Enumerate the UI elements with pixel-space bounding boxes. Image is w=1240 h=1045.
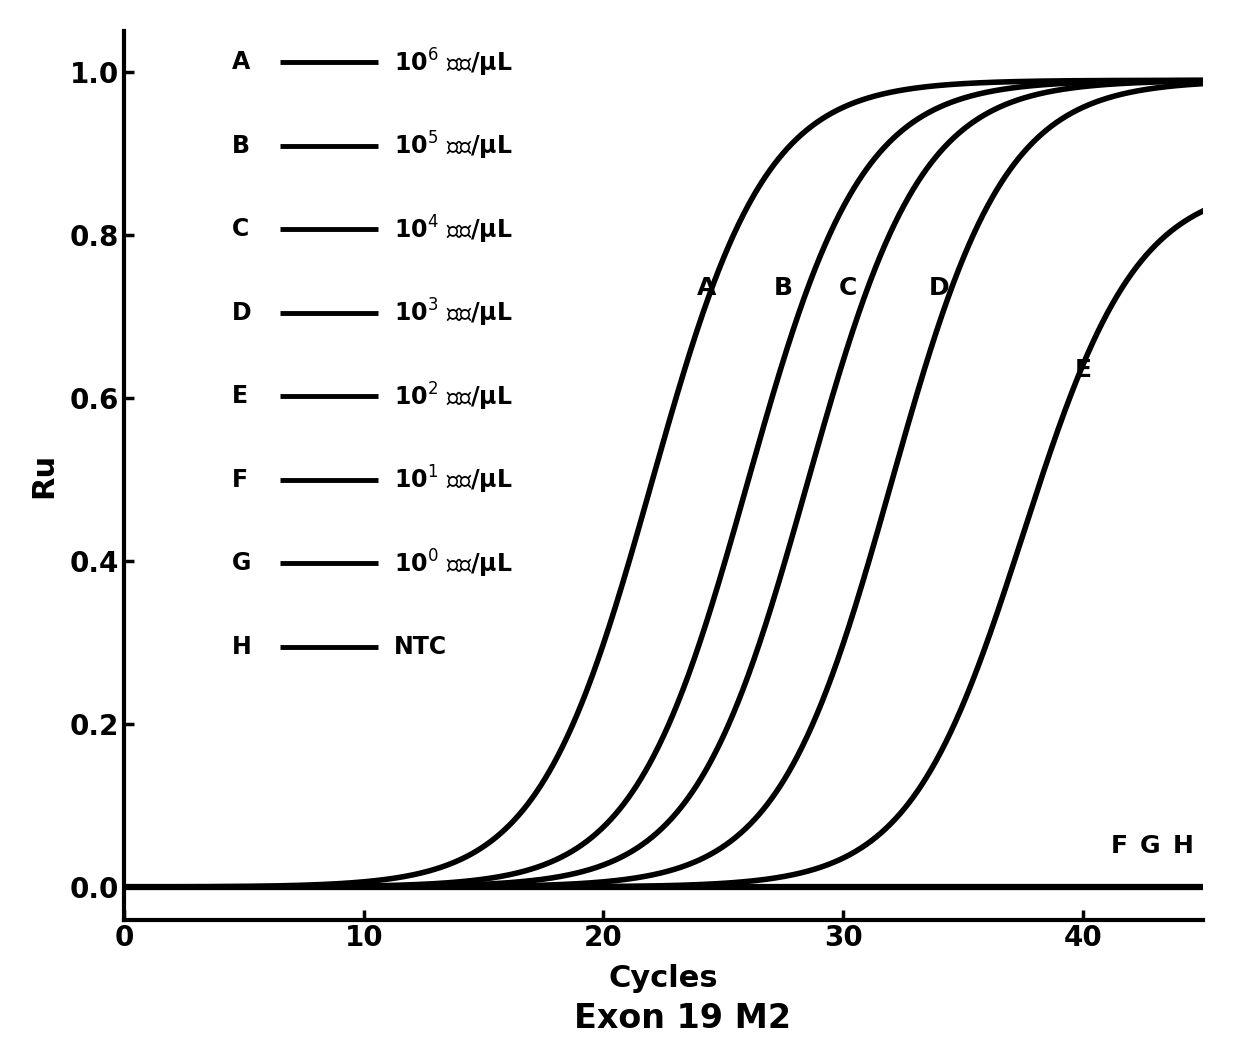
- Text: F: F: [1110, 834, 1127, 858]
- Text: Exon 19 M2: Exon 19 M2: [573, 1001, 791, 1035]
- Text: F: F: [232, 468, 248, 492]
- Text: G: G: [232, 552, 252, 576]
- Text: 10$^{2}$ 拷贝/μL: 10$^{2}$ 拷贝/μL: [394, 380, 512, 413]
- Text: C: C: [838, 276, 857, 300]
- Text: 10$^{6}$ 拷贝/μL: 10$^{6}$ 拷贝/μL: [394, 46, 512, 78]
- Text: D: D: [929, 276, 950, 300]
- Text: H: H: [1173, 834, 1194, 858]
- Text: 10$^{3}$ 拷贝/μL: 10$^{3}$ 拷贝/μL: [394, 297, 512, 329]
- Text: B: B: [232, 134, 250, 158]
- Text: G: G: [1140, 834, 1161, 858]
- Text: 10$^{1}$ 拷贝/μL: 10$^{1}$ 拷贝/μL: [394, 464, 512, 496]
- Text: D: D: [232, 301, 252, 325]
- Text: C: C: [232, 217, 249, 241]
- Text: E: E: [1074, 357, 1091, 381]
- Y-axis label: Ru: Ru: [30, 452, 58, 498]
- Text: E: E: [232, 385, 248, 409]
- Text: A: A: [232, 50, 250, 74]
- Text: 10$^{5}$ 拷贝/μL: 10$^{5}$ 拷贝/μL: [394, 130, 512, 162]
- Text: B: B: [774, 276, 792, 300]
- Text: NTC: NTC: [394, 635, 446, 659]
- Text: 10$^{0}$ 拷贝/μL: 10$^{0}$ 拷贝/μL: [394, 548, 512, 580]
- X-axis label: Cycles: Cycles: [609, 963, 718, 993]
- Text: H: H: [232, 635, 252, 659]
- Text: 10$^{4}$ 拷贝/μL: 10$^{4}$ 拷贝/μL: [394, 213, 512, 246]
- Text: A: A: [697, 276, 717, 300]
